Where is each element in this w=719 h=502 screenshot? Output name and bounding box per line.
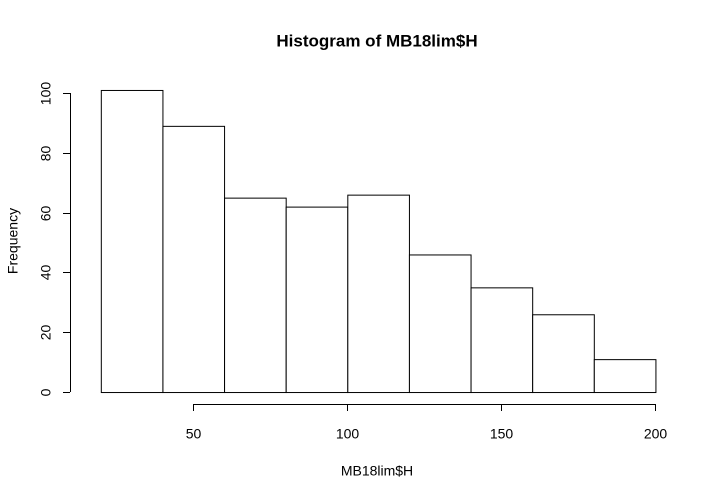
x-tick-label: 200	[644, 426, 668, 442]
y-tick-label: 20	[38, 325, 54, 341]
y-tick-label: 60	[38, 206, 54, 222]
y-tick-label: 100	[38, 82, 54, 106]
bar	[100, 89, 164, 394]
y-tick-label: 40	[38, 265, 54, 281]
y-tick-label: 0	[38, 388, 54, 396]
bar	[347, 194, 410, 394]
x-tick-label: 150	[490, 426, 514, 442]
bar	[532, 314, 595, 394]
x-tick-label: 50	[186, 426, 202, 442]
bar	[470, 287, 534, 394]
bar	[224, 197, 287, 394]
bar	[593, 359, 657, 394]
y-tick-label: 80	[38, 146, 54, 162]
bar	[285, 206, 349, 394]
bar	[162, 125, 226, 394]
bar	[408, 254, 472, 394]
chart-title: Histogram of MB18lim$H	[276, 31, 477, 50]
y-axis-label: Frequency	[5, 208, 21, 274]
x-tick-label: 100	[336, 426, 360, 442]
x-axis-label: MB18lim$H	[341, 463, 413, 479]
